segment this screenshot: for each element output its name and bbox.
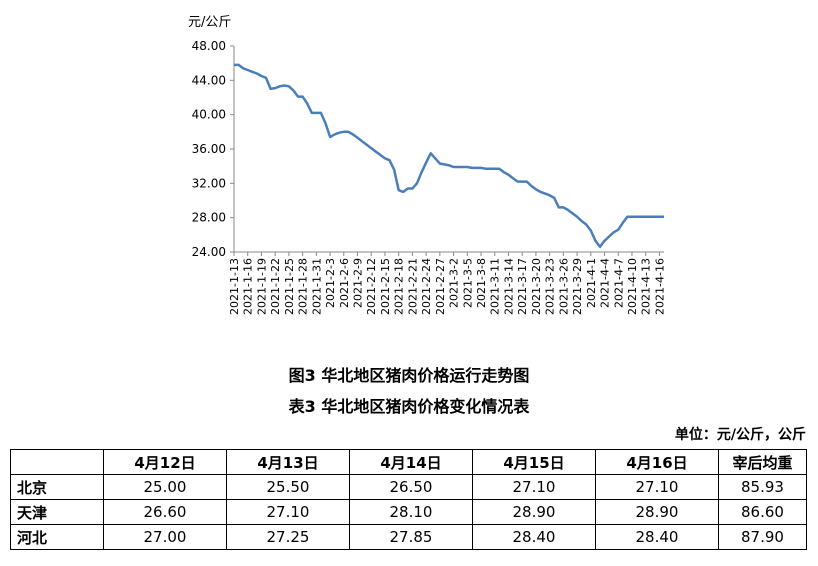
x-tick-label: 2021-1-28 (297, 258, 310, 315)
table-cell: 28.90 (595, 499, 719, 525)
x-tick-label: 2021-1-22 (269, 258, 282, 315)
x-tick-label: 2021-1-25 (283, 258, 296, 315)
table-cell: 27.00 (103, 524, 227, 550)
row-name: 河北 (10, 524, 104, 550)
x-tick-label: 2021-4-7 (612, 258, 625, 308)
table-cell: 28.40 (595, 524, 719, 550)
table-cell: 26.60 (103, 499, 227, 525)
x-tick-label: 2021-3-26 (557, 258, 570, 315)
table-cell: 27.10 (226, 499, 350, 525)
header-cell (10, 449, 104, 475)
table-cell: 26.50 (349, 474, 473, 500)
table-cell: 87.90 (718, 524, 807, 550)
header-cell: 4月12日 (103, 449, 227, 475)
x-tick-label: 2021-1-31 (310, 258, 323, 315)
table-header-row: 4月12日 4月13日 4月14日 4月15日 4月16日 宰后均重 (10, 449, 807, 475)
x-tick-label: 2021-2-6 (338, 258, 351, 308)
table-row: 北京 25.00 25.50 26.50 27.10 27.10 85.93 (10, 474, 807, 500)
header-cell: 4月14日 (349, 449, 473, 475)
y-tick-label: 32.00 (192, 176, 226, 190)
y-tick-label: 24.00 (192, 245, 226, 259)
x-tick-label: 2021-4-1 (585, 258, 598, 308)
x-tick-label: 2021-3-14 (502, 258, 515, 315)
header-cell: 4月13日 (226, 449, 350, 475)
x-tick-label: 2021-3-23 (544, 258, 557, 315)
x-tick-label: 2021-2-27 (434, 258, 447, 315)
x-tick-label: 2021-2-15 (379, 258, 392, 315)
x-tick-label: 2021-2-9 (352, 258, 365, 308)
x-tick-label: 2021-4-13 (640, 258, 653, 315)
price-trend-chart: 元/公斤 48.00 44.00 40.00 36.00 32.00 28.00 24.00… (188, 15, 666, 315)
table-cell: 86.60 (718, 499, 807, 525)
unit-note: 单位：元/公斤，公斤 (674, 427, 806, 443)
table-cell: 28.10 (349, 499, 473, 525)
x-tick-label: 2021-3-2 (448, 258, 461, 308)
y-tick-label: 28.00 (192, 211, 226, 225)
x-tick-label: 2021-1-16 (242, 258, 255, 315)
header-cell: 4月15日 (472, 449, 596, 475)
table-cell: 28.90 (472, 499, 596, 525)
table-cell: 25.00 (103, 474, 227, 500)
y-tick-label: 36.00 (192, 142, 226, 156)
table-cell: 25.50 (226, 474, 350, 500)
y-tick-label: 40.00 (192, 108, 226, 122)
figure-caption: 图3 华北地区猪肉价格运行走势图 (288, 366, 530, 385)
table-cell: 85.93 (718, 474, 807, 500)
x-tick-label: 2021-2-18 (393, 258, 406, 315)
x-tick-label: 2021-3-20 (530, 258, 543, 315)
row-name: 北京 (10, 474, 104, 500)
x-tick-label: 2021-2-12 (365, 258, 378, 315)
table-cell: 27.25 (226, 524, 350, 550)
price-table: 4月12日 4月13日 4月14日 4月15日 4月16日 宰后均重 北京 25… (10, 449, 807, 550)
x-tick-label: 2021-3-17 (516, 258, 529, 315)
table-cell: 28.40 (472, 524, 596, 550)
table-caption: 表3 华北地区猪肉价格变化情况表 (288, 397, 530, 416)
x-tick-label: 2021-3-29 (571, 258, 584, 315)
x-tick-label: 2021-4-10 (626, 258, 639, 315)
x-tick-label: 2021-4-4 (599, 258, 612, 308)
x-tick-label: 2021-3-8 (475, 258, 488, 308)
table-cell: 27.85 (349, 524, 473, 550)
x-tick-label: 2021-3-11 (489, 258, 502, 315)
header-cell: 宰后均重 (718, 449, 807, 475)
x-tick-label: 2021-2-21 (406, 258, 419, 315)
table-row: 天津 26.60 27.10 28.10 28.90 28.90 86.60 (10, 499, 807, 525)
table-cell: 27.10 (595, 474, 719, 500)
x-tick-label: 2021-2-3 (324, 258, 337, 308)
x-tick-label: 2021-3-5 (461, 258, 474, 308)
x-tick-label: 2021-4-16 (653, 258, 666, 315)
x-ticks: 2021-1-13 2021-1-16 2021-1-19 2021-1-22 2021… (228, 252, 666, 315)
x-tick-label: 2021-2-24 (420, 258, 433, 315)
y-unit-label: 元/公斤 (188, 15, 231, 30)
x-tick-label: 2021-1-13 (228, 258, 241, 315)
y-tick-label: 48.00 (192, 39, 226, 53)
y-ticks: 48.00 44.00 40.00 36.00 32.00 28.00 24.00 (192, 39, 234, 259)
x-tick-label: 2021-1-19 (255, 258, 268, 315)
header-cell: 4月16日 (595, 449, 719, 475)
row-name: 天津 (10, 499, 104, 525)
table-cell: 27.10 (472, 474, 596, 500)
y-tick-label: 44.00 (192, 73, 226, 87)
price-series-line (234, 63, 664, 249)
table-row: 河北 27.00 27.25 27.85 28.40 28.40 87.90 (10, 524, 807, 550)
